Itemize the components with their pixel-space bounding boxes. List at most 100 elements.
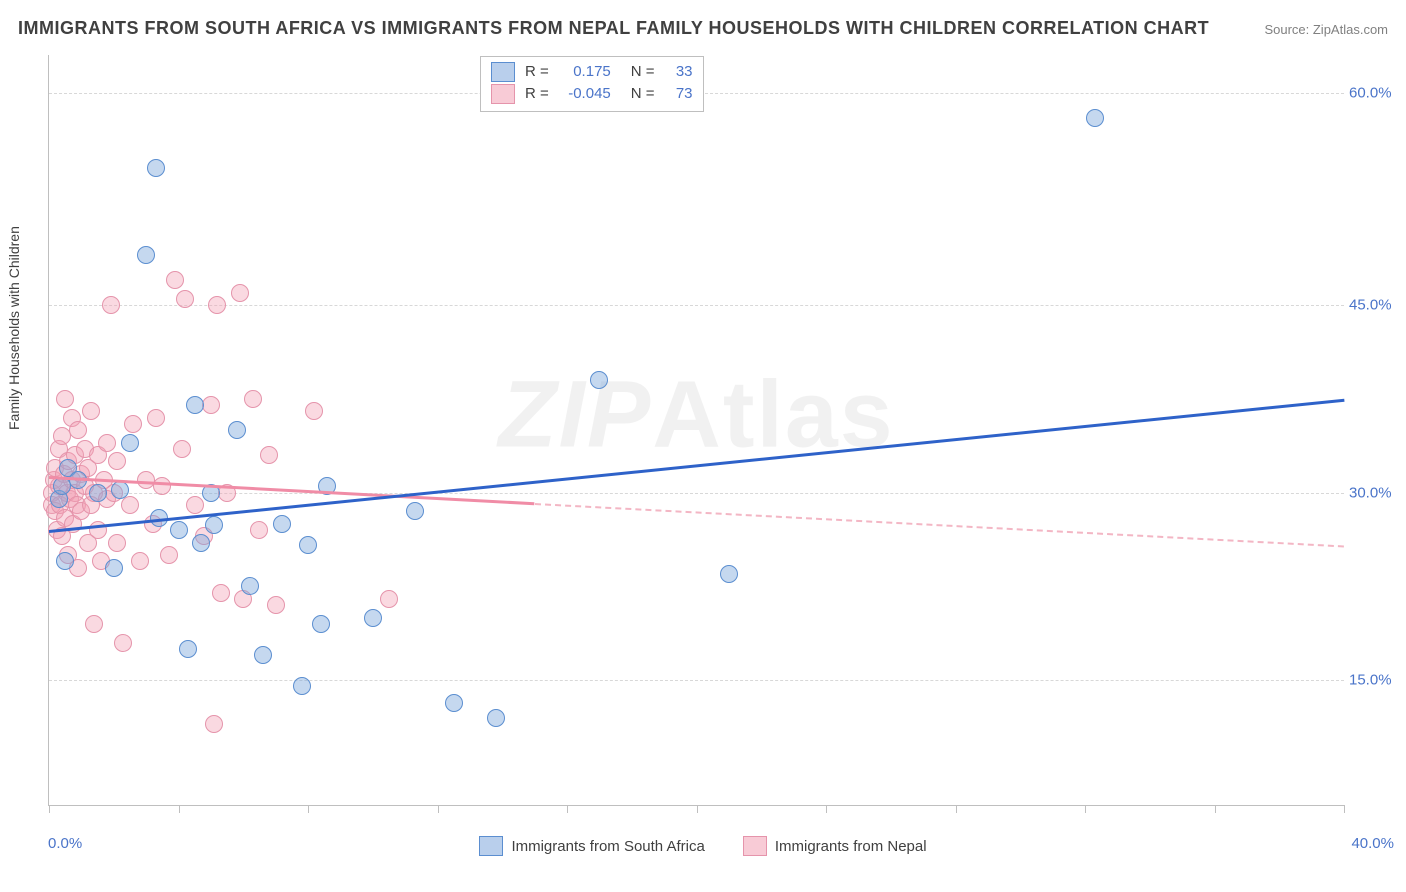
data-point	[720, 565, 738, 583]
data-point	[111, 481, 129, 499]
legend-r-value: -0.045	[559, 83, 611, 105]
y-tick-label: 60.0%	[1349, 84, 1404, 101]
x-tick	[308, 805, 309, 813]
x-tick	[697, 805, 698, 813]
data-point	[166, 271, 184, 289]
chart-title: IMMIGRANTS FROM SOUTH AFRICA VS IMMIGRAN…	[18, 18, 1209, 39]
x-tick	[438, 805, 439, 813]
data-point	[192, 534, 210, 552]
data-point	[228, 421, 246, 439]
legend-swatch	[479, 836, 503, 856]
legend-n-value: 73	[665, 83, 693, 105]
data-point	[98, 434, 116, 452]
data-point	[208, 296, 226, 314]
data-point	[1086, 109, 1104, 127]
data-point	[205, 715, 223, 733]
data-point	[56, 552, 74, 570]
watermark-zip: ZIP	[498, 362, 652, 468]
data-point	[364, 609, 382, 627]
gridline-h	[49, 305, 1344, 306]
legend-n-label: N =	[631, 83, 655, 105]
data-point	[273, 515, 291, 533]
legend-n-value: 33	[665, 61, 693, 83]
data-point	[121, 434, 139, 452]
data-point	[69, 421, 87, 439]
legend-swatch	[491, 62, 515, 82]
data-point	[254, 646, 272, 664]
data-point	[170, 521, 188, 539]
data-point	[102, 296, 120, 314]
source-label: Source: ZipAtlas.com	[1264, 22, 1388, 37]
data-point	[205, 516, 223, 534]
x-tick	[179, 805, 180, 813]
data-point	[231, 284, 249, 302]
y-tick-label: 30.0%	[1349, 484, 1404, 501]
data-point	[173, 440, 191, 458]
data-point	[176, 290, 194, 308]
data-point	[186, 496, 204, 514]
data-point	[147, 159, 165, 177]
data-point	[121, 496, 139, 514]
x-tick	[1215, 805, 1216, 813]
data-point	[85, 615, 103, 633]
y-axis-label: Family Households with Children	[6, 226, 22, 430]
x-tick	[567, 805, 568, 813]
data-point	[89, 484, 107, 502]
data-point	[108, 534, 126, 552]
data-point	[380, 590, 398, 608]
data-point	[124, 415, 142, 433]
data-point	[312, 615, 330, 633]
data-point	[445, 694, 463, 712]
data-point	[202, 396, 220, 414]
legend-label: Immigrants from South Africa	[511, 838, 704, 855]
data-point	[212, 584, 230, 602]
data-point	[186, 396, 204, 414]
legend-label: Immigrants from Nepal	[775, 838, 927, 855]
data-point	[299, 536, 317, 554]
x-tick	[1085, 805, 1086, 813]
correlation-legend: R = 0.175 N = 33 R = -0.045 N = 73	[480, 56, 704, 112]
legend-item: Immigrants from South Africa	[479, 836, 704, 856]
data-point	[590, 371, 608, 389]
plot-area: ZIPAtlas 15.0%30.0%45.0%60.0%	[48, 55, 1344, 806]
legend-swatch	[743, 836, 767, 856]
data-point	[179, 640, 197, 658]
data-point	[131, 552, 149, 570]
legend-n-label: N =	[631, 61, 655, 83]
legend-row: R = 0.175 N = 33	[491, 61, 693, 83]
x-tick	[826, 805, 827, 813]
y-tick-label: 15.0%	[1349, 672, 1404, 689]
x-tick	[49, 805, 50, 813]
watermark-atlas: Atlas	[652, 362, 894, 468]
data-point	[487, 709, 505, 727]
data-point	[105, 559, 123, 577]
data-point	[153, 477, 171, 495]
data-point	[137, 246, 155, 264]
data-point	[250, 521, 268, 539]
y-tick-label: 45.0%	[1349, 297, 1404, 314]
data-point	[147, 409, 165, 427]
data-point	[241, 577, 259, 595]
x-tick	[1344, 805, 1345, 813]
data-point	[267, 596, 285, 614]
data-point	[260, 446, 278, 464]
data-point	[305, 402, 323, 420]
trend-line	[535, 503, 1344, 547]
legend-row: R = -0.045 N = 73	[491, 83, 693, 105]
data-point	[244, 390, 262, 408]
data-point	[56, 390, 74, 408]
data-point	[108, 452, 126, 470]
x-tick	[956, 805, 957, 813]
legend-r-label: R =	[525, 83, 549, 105]
gridline-h	[49, 493, 1344, 494]
data-point	[114, 634, 132, 652]
legend-item: Immigrants from Nepal	[743, 836, 927, 856]
data-point	[406, 502, 424, 520]
legend-r-label: R =	[525, 61, 549, 83]
series-legend: Immigrants from South Africa Immigrants f…	[0, 836, 1406, 856]
legend-r-value: 0.175	[559, 61, 611, 83]
data-point	[293, 677, 311, 695]
data-point	[160, 546, 178, 564]
legend-swatch	[491, 84, 515, 104]
data-point	[82, 402, 100, 420]
